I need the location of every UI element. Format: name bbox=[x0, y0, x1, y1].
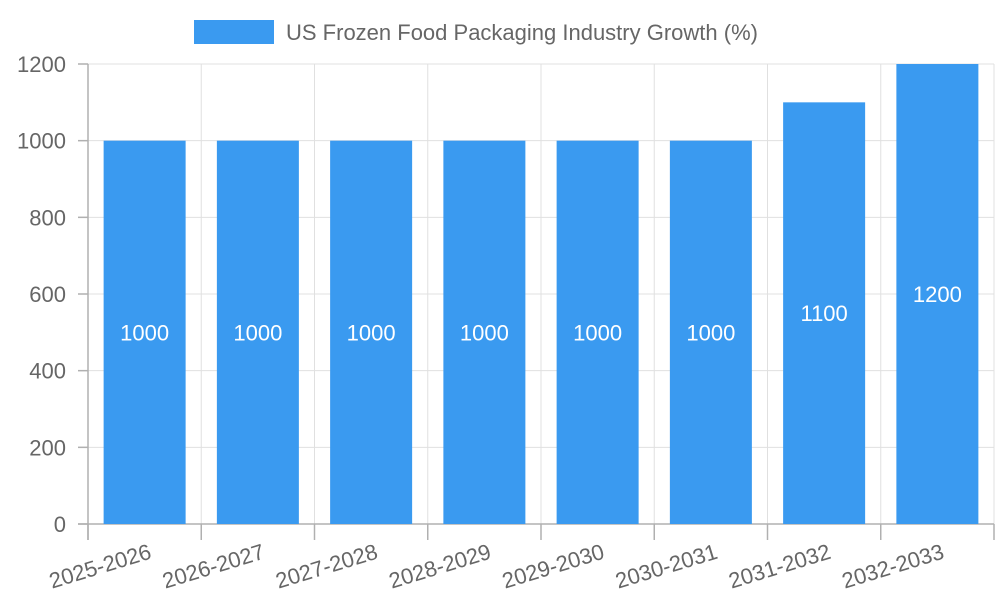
y-tick-label: 0 bbox=[54, 512, 66, 537]
bar-value-label: 1200 bbox=[913, 282, 962, 307]
bar-2030-2031[interactable] bbox=[669, 140, 752, 524]
bar-2027-2028[interactable] bbox=[330, 140, 413, 524]
x-tick-label: 2030-2031 bbox=[612, 539, 720, 594]
x-tick-label: 2031-2032 bbox=[726, 539, 834, 594]
x-tick-label: 2029-2030 bbox=[499, 539, 607, 594]
bar-2025-2026[interactable] bbox=[103, 140, 186, 524]
legend[interactable]: US Frozen Food Packaging Industry Growth… bbox=[194, 20, 758, 45]
x-tick-label: 2032-2033 bbox=[839, 539, 947, 594]
y-axis-ticks: 0 200 400 600 800 1000 1200 bbox=[17, 52, 88, 537]
bar-2032-2033[interactable] bbox=[896, 64, 979, 524]
bar-value-label: 1000 bbox=[120, 320, 169, 345]
bar-2026-2027[interactable] bbox=[216, 140, 299, 524]
x-tick-label: 2027-2028 bbox=[273, 539, 381, 594]
bar-value-label: 1000 bbox=[686, 320, 735, 345]
y-tick-label: 200 bbox=[29, 435, 66, 460]
bar-value-label: 1100 bbox=[800, 301, 847, 326]
y-tick-label: 1000 bbox=[17, 129, 66, 154]
x-axis-ticks: 2025-2026 2026-2027 2027-2028 2028-2029 2029… bbox=[46, 539, 947, 594]
bar-2031-2032[interactable] bbox=[783, 102, 866, 524]
bar-value-label: 1000 bbox=[460, 320, 509, 345]
x-tick-label: 2025-2026 bbox=[46, 539, 154, 594]
bar-2029-2030[interactable] bbox=[556, 140, 639, 524]
legend-label: US Frozen Food Packaging Industry Growth… bbox=[286, 20, 758, 45]
bar-labels: 1000 1000 1000 1000 1000 1000 1100 1200 bbox=[120, 282, 962, 345]
bar-value-label: 1000 bbox=[573, 320, 622, 345]
legend-swatch bbox=[194, 20, 274, 44]
x-tick-label: 2026-2027 bbox=[159, 539, 267, 594]
bars bbox=[103, 64, 979, 524]
bar-value-label: 1000 bbox=[347, 320, 396, 345]
y-tick-label: 600 bbox=[29, 282, 66, 307]
bar-2028-2029[interactable] bbox=[443, 140, 526, 524]
x-tick-label: 2028-2029 bbox=[386, 539, 494, 594]
bar-value-label: 1000 bbox=[233, 320, 282, 345]
y-tick-label: 800 bbox=[29, 205, 66, 230]
y-tick-label: 1200 bbox=[17, 52, 66, 77]
y-tick-label: 400 bbox=[29, 359, 66, 384]
